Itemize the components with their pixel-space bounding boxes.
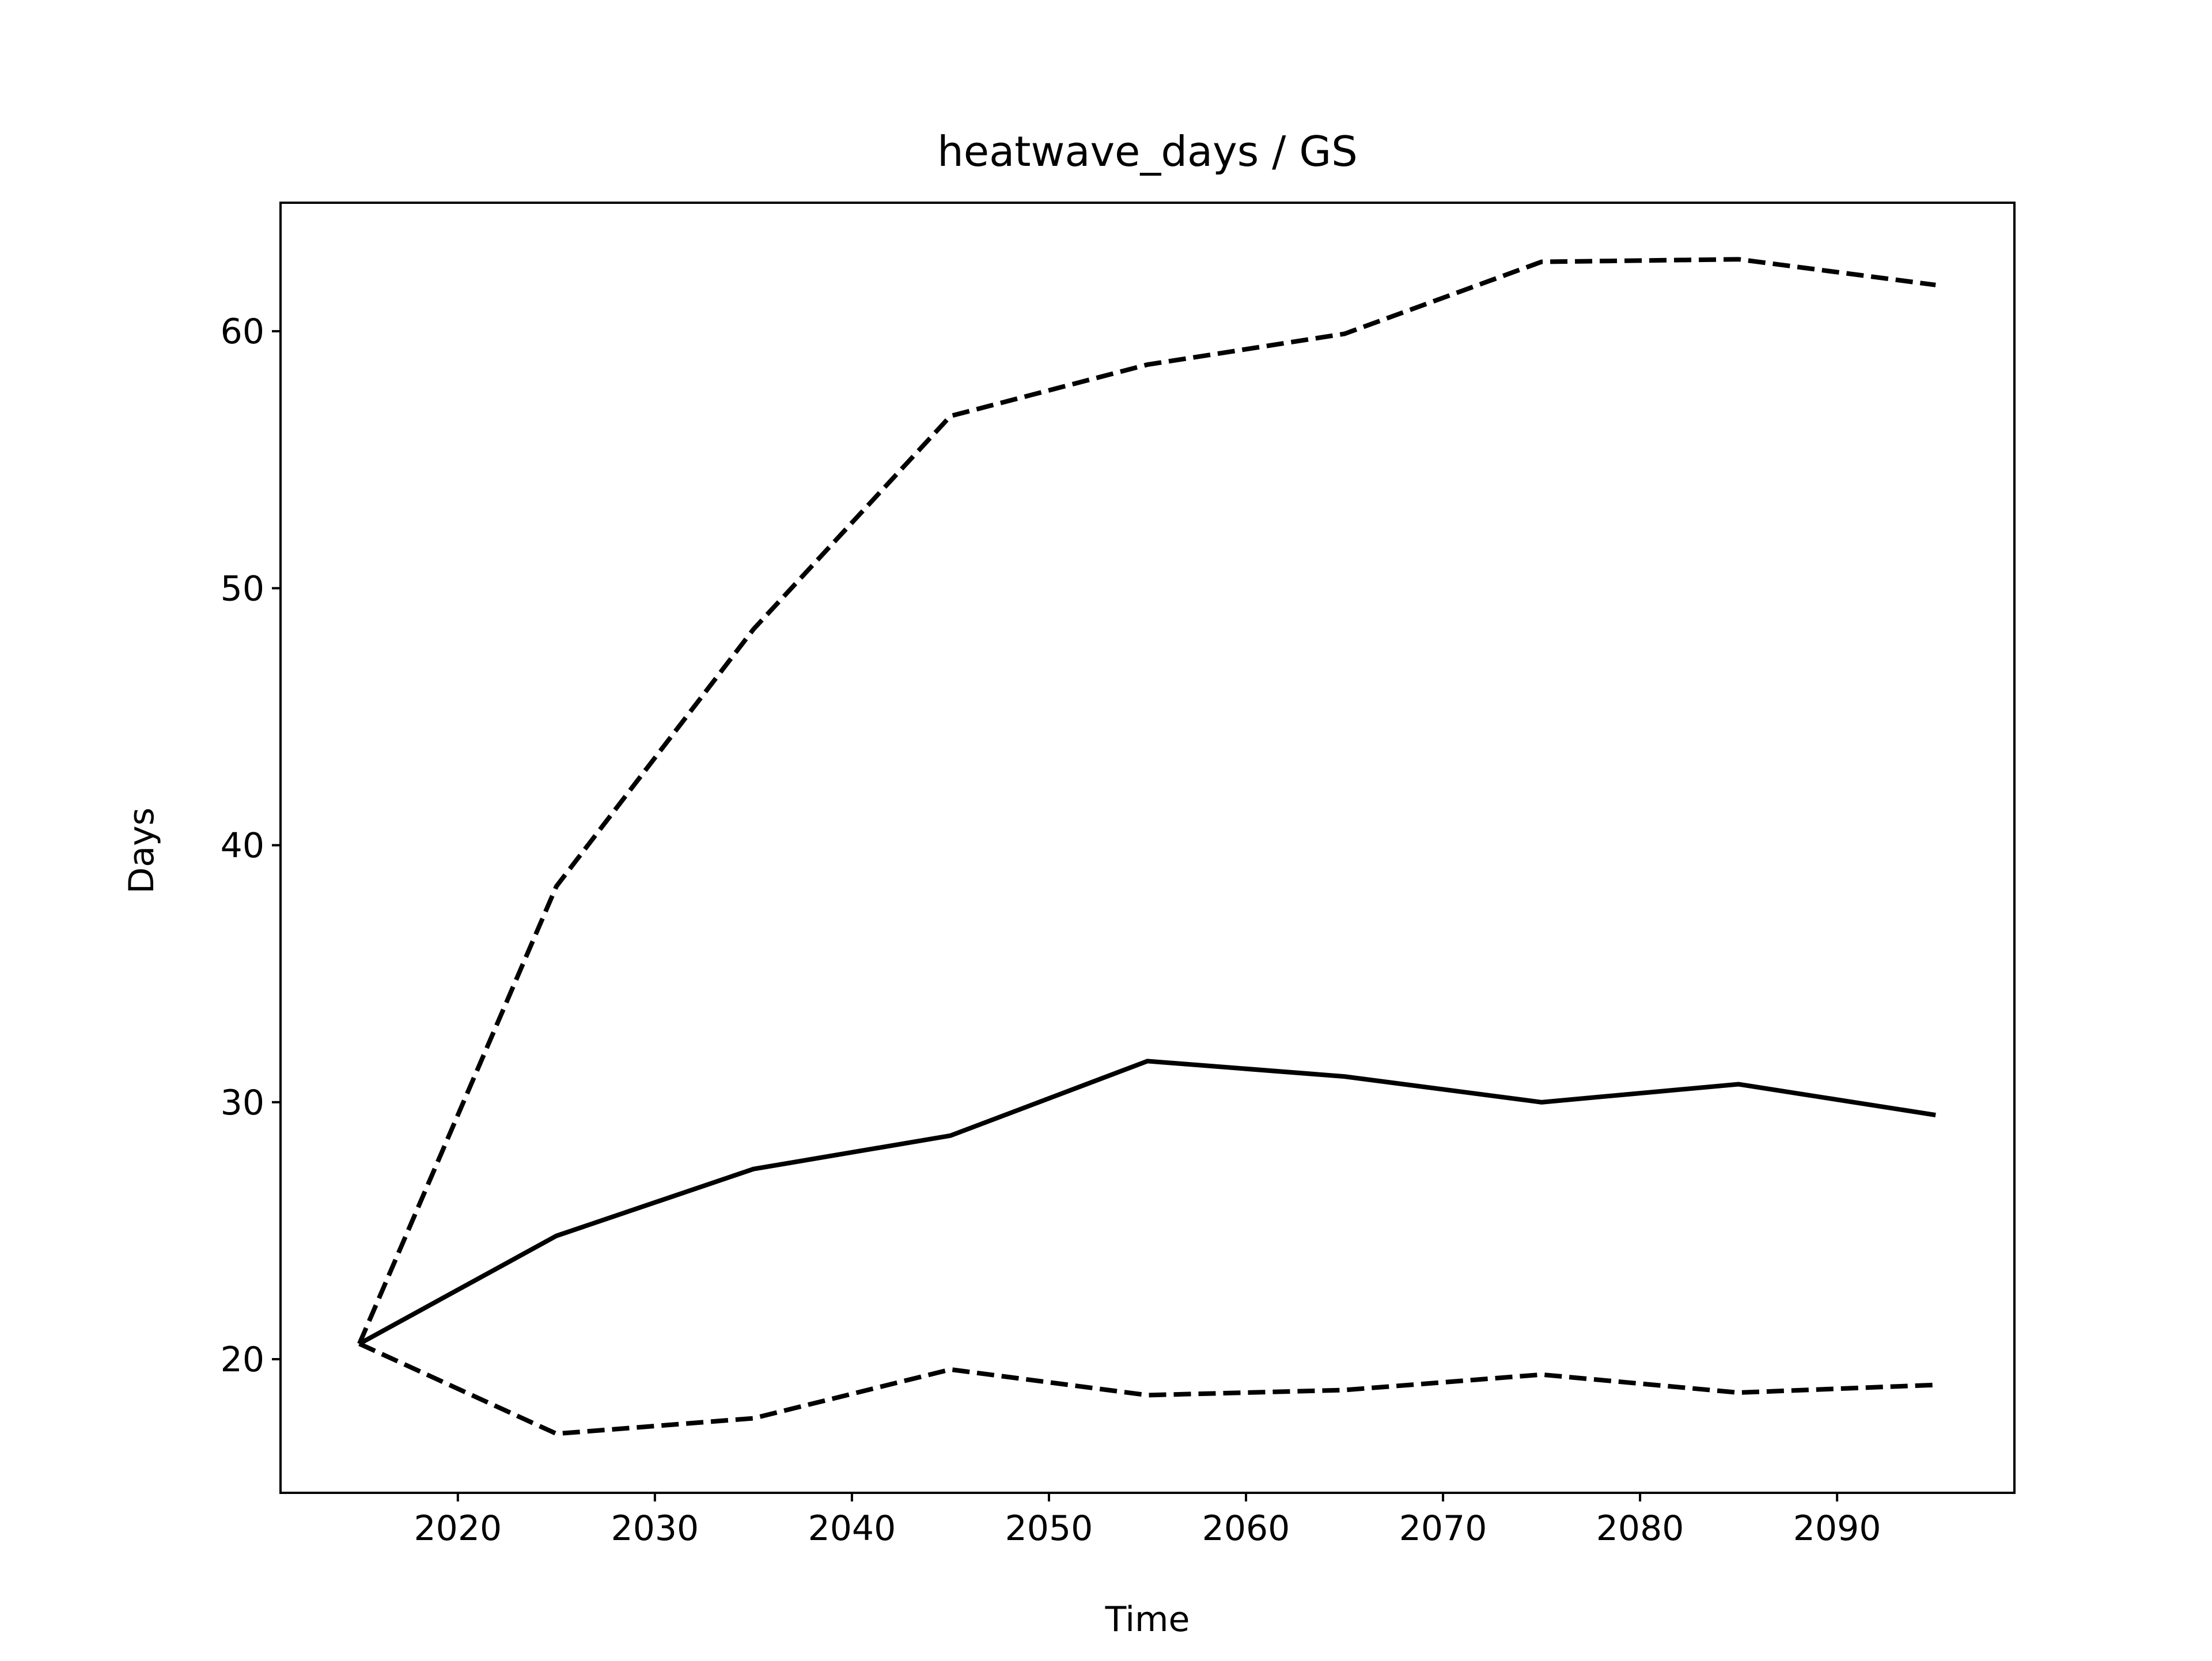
x-tick-label: 2030 [611,1508,699,1549]
y-tick-label: 20 [221,1340,264,1380]
y-tick-label: 60 [221,312,264,352]
x-tick-label: 2040 [808,1508,896,1549]
series-line-3 [358,1341,1936,1436]
x-tick-label: 2090 [1793,1508,1881,1549]
x-axis-ticks: 2020 2030 2040 2050 2060 2070 2080 2090 [414,1493,1881,1549]
x-tick-label: 2070 [1399,1508,1487,1549]
x-tick-label: 2080 [1596,1508,1684,1549]
chart-title: heatwave_days / GS [937,127,1358,176]
y-tick-label: 30 [221,1083,264,1123]
series-line-1 [358,1059,1936,1346]
plot-area-frame [279,202,2016,1494]
y-tick-label: 40 [221,826,264,866]
x-tick-label: 2060 [1202,1508,1290,1549]
y-tick-label: 50 [221,568,264,609]
x-tick-label: 2050 [1005,1508,1093,1549]
x-axis-label: Time [1105,1599,1190,1640]
plot-lines [357,257,1936,1436]
series-line-2 [357,257,1936,1345]
y-axis-label: Days [122,807,162,894]
x-tick-label: 2020 [414,1508,502,1549]
y-axis-ticks: 20 30 40 50 60 [221,312,281,1380]
